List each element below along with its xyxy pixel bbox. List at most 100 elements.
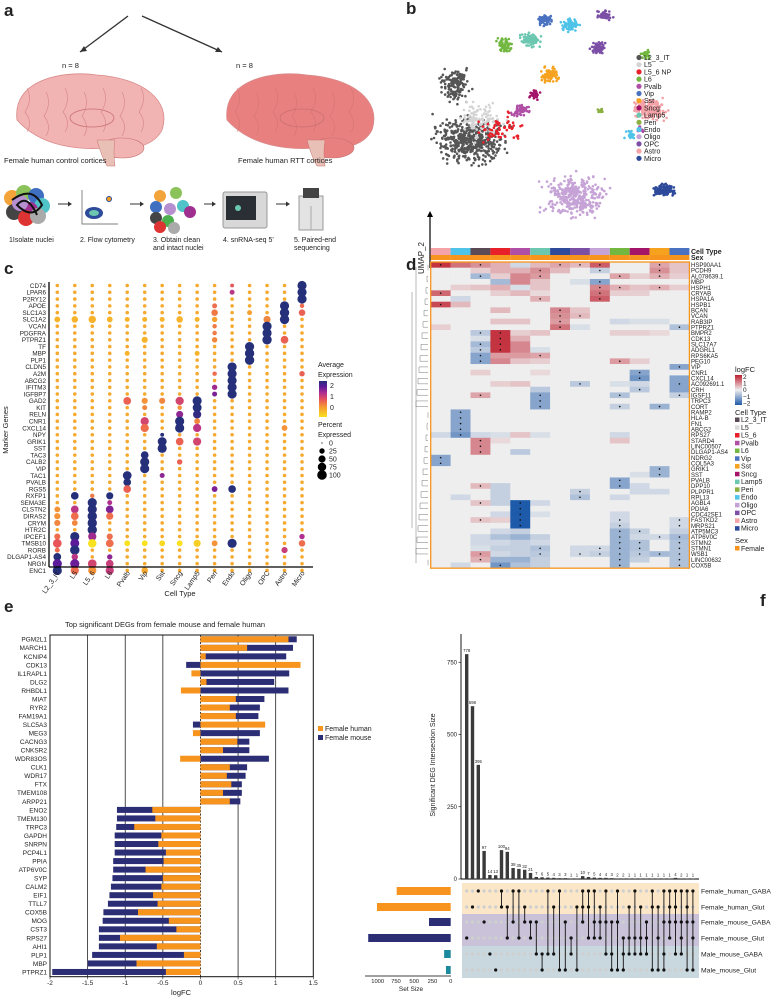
significance-star [559,309,561,311]
heatmap-cell [669,341,690,348]
heatmap-cell [550,511,571,518]
heatmap-cell [430,545,451,552]
heatmap-cell [450,267,471,274]
umap-point-Astro [633,101,636,104]
heatmap-cell [530,415,551,422]
heatmap-cell [629,420,650,427]
heatmap-cell [649,556,670,563]
dot-NPY-Micro [300,432,304,437]
matrix-dot-empty [505,889,509,893]
intersection-bar [540,877,544,879]
gene-label: GAD2 [29,398,47,405]
umap-point-L5 [475,128,479,131]
dot-MBP-Vip [142,351,147,356]
heatmap-cell [649,494,670,501]
umap-point-L5_6 NP [477,131,481,134]
dot-CRYM-Peri [212,521,217,525]
scribble-icon [11,192,44,216]
heatmap-cell [629,449,650,456]
umap-point-L6 [639,52,643,56]
dot-TF-L5 [72,344,77,349]
umap-point-Oligo [591,189,594,192]
heatmap-cell [570,301,591,308]
umap-point-L2_3_IT [482,154,485,157]
dot-NRGN-Sst [160,561,164,566]
dot-PDGFRA-Pvalb [125,331,130,335]
heatmap-cell [530,449,551,456]
gene-label: VIP [36,466,46,473]
bar-CDK13-female-human [200,661,301,668]
heatmap-cell [669,437,690,444]
umap-point-L2_3_IT [462,77,466,81]
dot-MBP-Astro [282,351,287,356]
heatmap-cell [669,471,690,478]
gene-label: CRYM [28,520,46,527]
heatmap-gene-label: CORT [691,405,708,411]
umap-point-Micro [663,186,666,189]
dot-HTR2C-Micro [300,527,304,532]
heatmap-cell [550,517,571,524]
dot-SEMA3E-Peri [212,500,217,505]
category-label: TRPC3 [26,824,48,831]
dot-NPY-L6 [107,432,112,437]
matrix-dot-empty [598,968,602,972]
umap-point-L2_3_IT [447,85,451,89]
umap-point-Oligo [566,201,570,205]
heatmap-cell [530,262,551,268]
umap-point-L2_3_IT [477,164,481,168]
heatmap-cell [570,392,591,399]
heatmap-gene-label: NDRG2 [691,456,713,462]
dot-SEMA3E-L5_6 [87,498,97,508]
category-label: CALM2 [25,884,47,891]
dot-CLDN5-Lamp5 [195,365,199,369]
umap-point-Oligo [584,198,588,202]
legend-swatch [318,726,323,731]
heatmap-gene-label: CDC42SE1 [691,513,723,519]
umap-point-OPC [599,48,602,51]
dot-TAC3-Lamp5 [195,453,199,457]
umap-point-L2_3_IT [477,145,481,148]
celltype-legend-swatch [735,433,740,438]
dot-IPCEF1-Peri [212,534,217,539]
umap-point-L2_3_IT [467,134,470,137]
dot-ABCG2-L6 [107,378,112,383]
dot-CXCL14-Peri [212,426,217,430]
umap-point-Micro [671,192,675,196]
celltype-tick-label: L6 [104,570,114,580]
heatmap-gene-label: TRPC3 [691,399,711,405]
umap-point-L5 [472,111,475,115]
heatmap-cell [550,352,571,359]
dot-RXFP1-L6 [106,492,114,500]
umap-point-L5_6 NP [512,124,515,127]
dot-HTR2C-L5 [72,527,77,532]
significance-star [479,354,482,357]
umap-point-L2_3_IT [460,140,464,143]
paired-end-sequencer-icon [298,188,324,231]
matrix-dot-empty [581,952,585,956]
umap-point-Oligo [603,177,606,181]
umap-point-OPC [608,16,612,20]
population-core-icon [89,210,99,216]
heatmap-cell [450,279,471,285]
intersection-count-label: 1 [570,873,573,878]
dot-CRYM-Micro [300,521,304,525]
dot-NRGN-Vip [142,561,147,566]
gene-label: KIT [36,405,46,412]
celltype-legend-label: L5_6 [741,433,757,440]
significance-star [658,553,661,555]
umap-point-L2_3_IT [484,155,487,158]
umap-point-Endo [561,24,564,27]
umap-point-Endo [564,22,568,25]
umap-point-L2_3_IT [453,95,457,98]
dot-SLC1A2-Astro [279,314,290,325]
heatmap-cell [550,381,571,388]
heatmap-cell [470,466,491,473]
significance-star [618,519,621,521]
heatmap-cell [629,313,650,319]
dot-CLDN5-Pvalb [125,365,130,369]
heatmap-cell [490,313,511,319]
heatmap-cell [550,375,571,382]
dot-KIT-Pvalb [125,405,130,410]
set-size-bar-Female_mouse_GABA [429,918,451,926]
dot-CNR1-Astro [282,419,287,423]
